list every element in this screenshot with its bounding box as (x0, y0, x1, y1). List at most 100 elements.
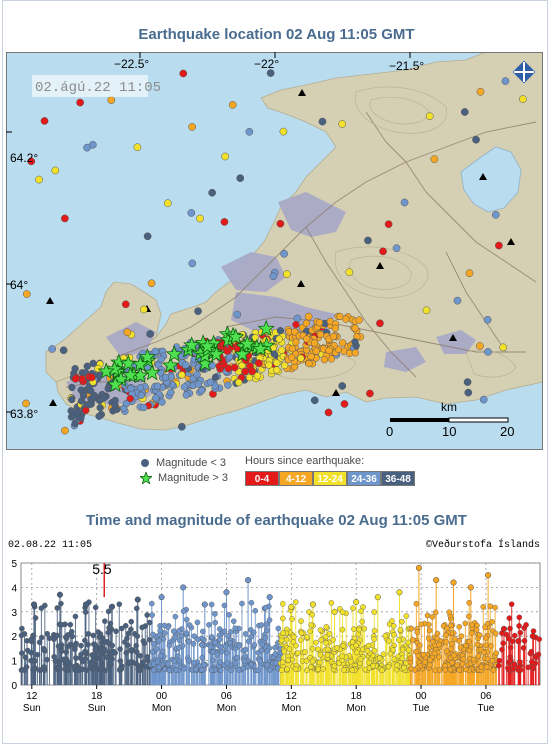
quake-dot (83, 143, 91, 152)
quake-dot (140, 403, 148, 412)
scale-bar: km 0 10 20 (386, 400, 514, 439)
quake-point (191, 633, 198, 639)
quake-dot (392, 244, 401, 253)
quake-dot (197, 386, 206, 395)
quake-point (85, 641, 91, 648)
quake-point (124, 635, 130, 642)
quake-point (65, 643, 71, 650)
quake-dot (22, 290, 31, 298)
quake-point (55, 665, 62, 671)
quake-point (272, 644, 278, 651)
quake-point (303, 658, 310, 664)
quake-dot (315, 318, 324, 327)
quake-dot (331, 324, 339, 332)
quake-dot (280, 249, 288, 258)
time-magnitude-chart: 02.08.22 11:05 ©Veðurstofa Íslands 01234… (8, 537, 543, 714)
quake-point (73, 655, 79, 661)
quake-point (230, 618, 237, 625)
quake-point (212, 619, 219, 626)
quake-point (482, 635, 489, 641)
quake-dot (82, 406, 90, 415)
quake-point (341, 667, 347, 673)
quake-point (444, 625, 450, 632)
quake-point (354, 649, 360, 656)
quake-dot (152, 394, 160, 402)
quake-point (349, 639, 356, 645)
quake-dot (460, 108, 469, 116)
quake-point (447, 666, 454, 673)
quake-point (272, 650, 279, 657)
quake-point (176, 628, 182, 634)
quake-dot (59, 346, 68, 355)
quake-point (210, 657, 216, 664)
quake-point (434, 630, 441, 637)
quake-dot (297, 354, 305, 362)
quake-point (380, 651, 387, 658)
quake-point (172, 613, 179, 620)
quake-point (401, 664, 407, 671)
quake-point (451, 652, 457, 659)
quake-dot (292, 338, 300, 346)
quake-point (22, 654, 29, 661)
quake-point (429, 614, 436, 620)
quake-dot (329, 332, 338, 341)
quake-dot (278, 346, 286, 354)
quake-point (54, 605, 61, 611)
quake-point (458, 633, 465, 639)
quake-point (443, 648, 450, 655)
quake-point (315, 646, 321, 653)
quake-dot (71, 419, 79, 428)
quake-dot (342, 315, 350, 323)
quake-point (19, 650, 25, 656)
y-tick-label: 2 (11, 632, 17, 643)
quake-dot (194, 380, 203, 388)
quake-point (148, 600, 155, 607)
map-title: Earthquake location 02 Aug 11:05 GMT (138, 26, 415, 43)
quake-point (222, 643, 229, 650)
quake-dot (465, 269, 474, 278)
quake-dot (283, 270, 291, 278)
quake-point (44, 630, 51, 637)
quake-point-peak (108, 603, 115, 610)
quake-point (150, 667, 157, 673)
quake-point-peak (245, 577, 252, 584)
quake-point (324, 652, 331, 658)
quake-point (262, 635, 269, 641)
quake-point-peak (158, 594, 165, 601)
quake-point-peak (223, 589, 230, 596)
quake-point (434, 635, 441, 642)
quake-dot (316, 330, 325, 338)
quake-point (308, 664, 314, 670)
quake-point (117, 646, 123, 652)
x-tick-day: Mon (217, 703, 236, 714)
quake-point (146, 619, 153, 626)
quake-point (331, 663, 338, 669)
quake-dot (351, 349, 359, 357)
quake-point (106, 660, 113, 666)
quake-dot (224, 381, 232, 389)
quake-dot (87, 373, 96, 382)
quake-dot (133, 143, 142, 152)
quake-dot (464, 388, 473, 397)
quake-point (362, 666, 368, 673)
quake-point (432, 667, 439, 674)
quake-point (510, 665, 517, 672)
quake-dot (280, 361, 289, 370)
quake-point (530, 628, 537, 634)
quake-point (408, 665, 414, 672)
quake-point (275, 625, 282, 632)
quake-point (278, 637, 285, 644)
quake-point (480, 649, 487, 656)
quake-point (58, 621, 65, 628)
quake-star (233, 345, 251, 362)
quake-dot (194, 307, 202, 316)
quake-star (196, 354, 214, 372)
quake-point (78, 651, 84, 658)
quake-point (228, 629, 234, 635)
quake-dot (147, 279, 156, 288)
quake-point (318, 636, 324, 643)
quake-point (364, 648, 371, 654)
quake-dot (479, 395, 488, 404)
quake-point (408, 625, 415, 632)
quake-point (506, 615, 513, 621)
